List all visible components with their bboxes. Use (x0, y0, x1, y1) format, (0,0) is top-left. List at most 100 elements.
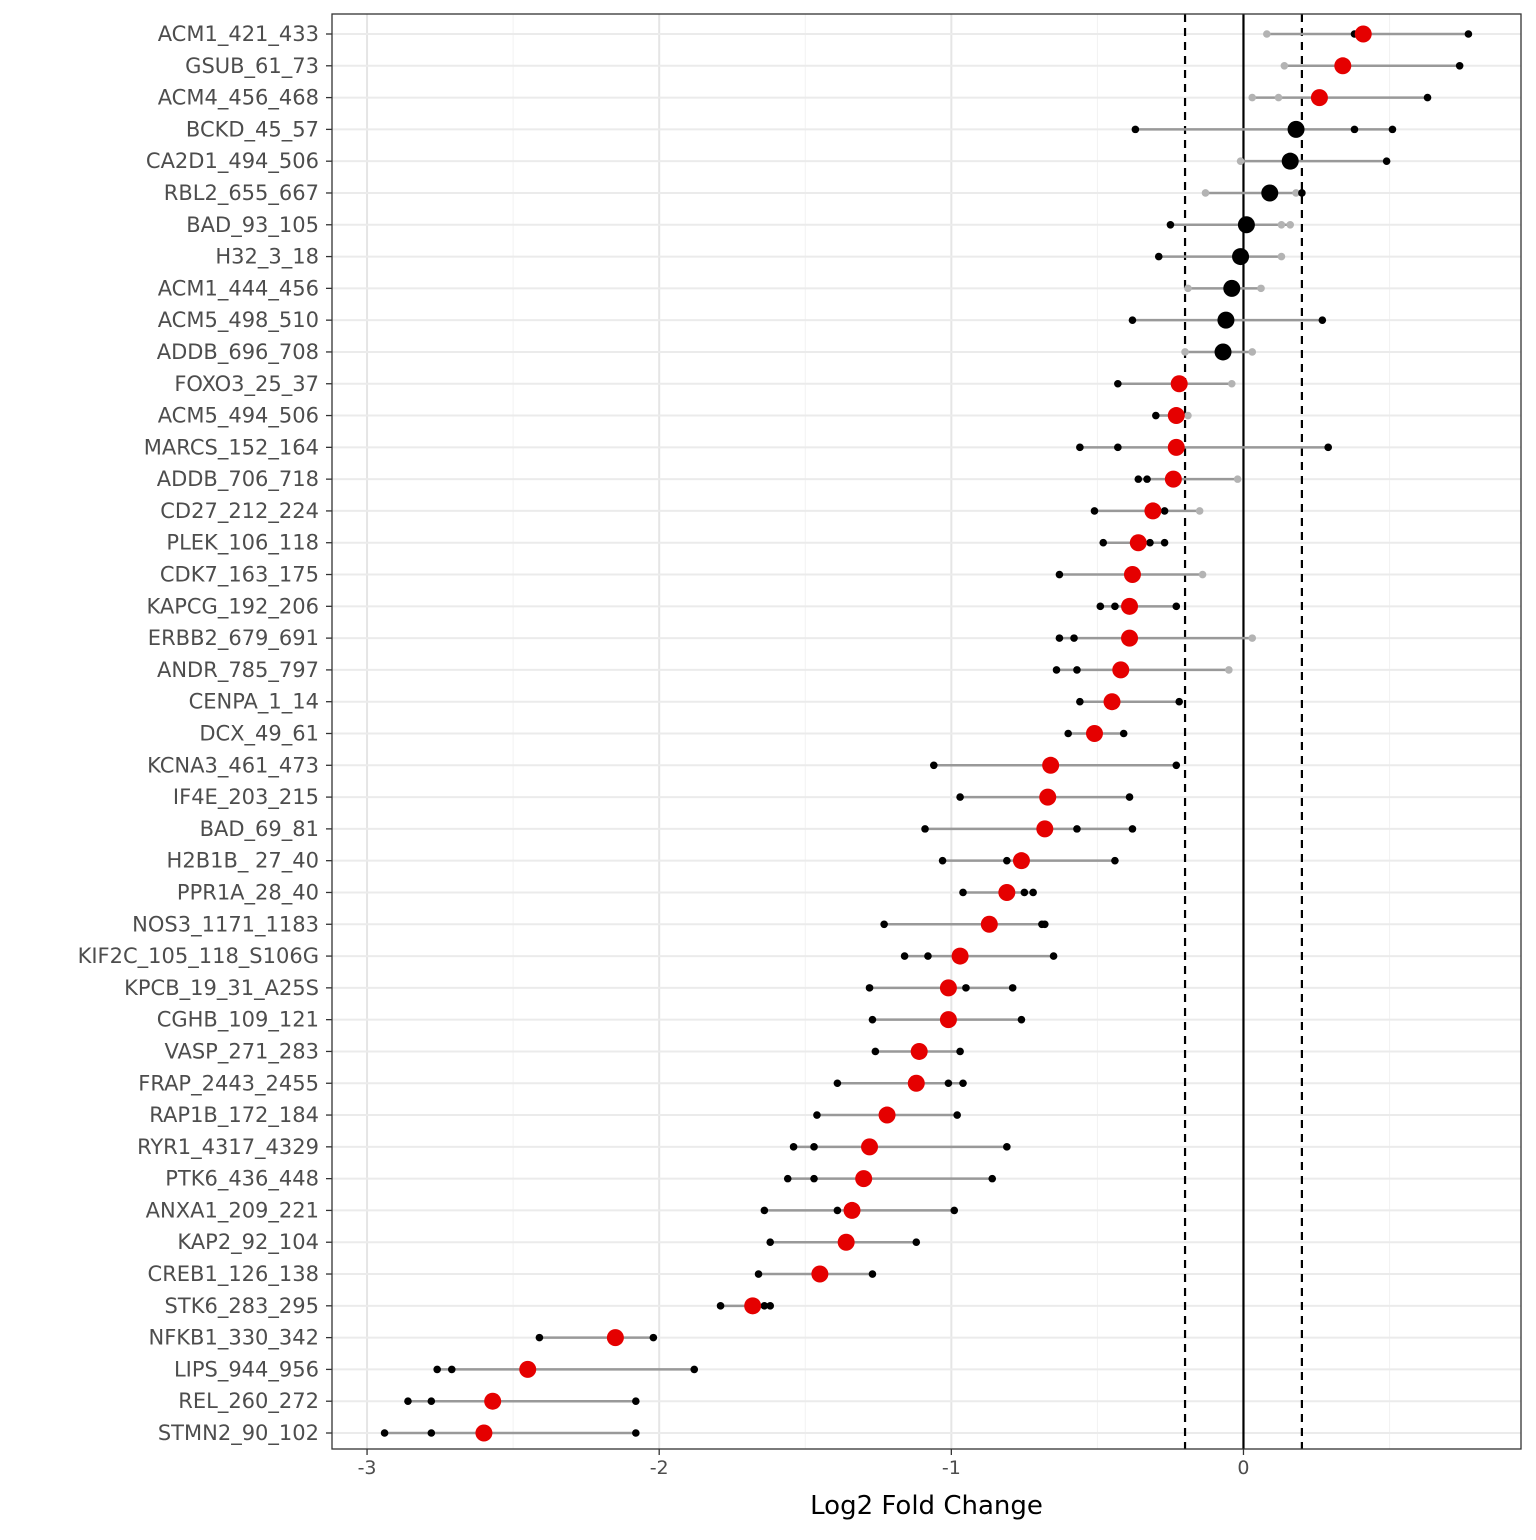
replicate-point (953, 1111, 961, 1119)
replicate-point (868, 1015, 877, 1024)
replicate-point (1003, 856, 1011, 865)
replicate-point (1286, 220, 1295, 229)
replicate-point (1131, 125, 1140, 134)
replicate-point (789, 1143, 798, 1151)
y-tick-label: PTK6_436_448 (165, 1167, 319, 1192)
replicate-point (1184, 411, 1192, 420)
mean-point (1144, 502, 1162, 520)
y-tick-label: ADDB_706_718 (157, 467, 319, 492)
replicate-point (1198, 570, 1207, 579)
replicate-point (649, 1333, 658, 1342)
y-tick-label: NFKB1_330_342 (149, 1326, 320, 1351)
replicate-point (1017, 1015, 1026, 1024)
mean-point (1223, 279, 1241, 297)
replicate-point (632, 1429, 640, 1437)
replicate-point (1128, 825, 1137, 833)
y-tick-label: DCX_49_61 (199, 722, 319, 747)
replicate-point (900, 952, 909, 960)
replicate-point (959, 888, 967, 897)
mean-point (843, 1201, 861, 1219)
mean-point (811, 1265, 829, 1283)
replicate-point (632, 1397, 640, 1406)
replicate-point (1160, 538, 1169, 547)
y-tick-label: CD27_212_224 (160, 499, 319, 524)
mean-point (1123, 566, 1141, 584)
replicate-point (1114, 443, 1122, 452)
mean-point (1012, 852, 1030, 870)
replicate-point (1423, 93, 1432, 102)
y-tick-label: KPCB_19_31_A25S (124, 976, 319, 1001)
mean-point (1039, 788, 1057, 806)
replicate-point (1263, 30, 1271, 38)
mean-point (1281, 152, 1299, 170)
y-tick-label: CDK7_163_175 (160, 563, 319, 588)
y-tick-label: BAD_93_105 (186, 213, 319, 238)
replicate-point (1052, 666, 1061, 674)
replicate-point (1119, 729, 1128, 738)
mean-point (1287, 120, 1305, 138)
replicate-point (912, 1238, 921, 1247)
mean-point (744, 1297, 762, 1315)
mean-point (1164, 470, 1182, 488)
y-tick-label: H32_3_18 (215, 245, 319, 270)
x-tick-label: -3 (358, 1457, 377, 1479)
mean-point (998, 883, 1016, 901)
y-tick-label: KAP2_92_104 (177, 1230, 319, 1255)
replicate-point (1049, 952, 1058, 960)
y-tick-label: REL_260_272 (178, 1389, 319, 1414)
mean-point (484, 1392, 502, 1410)
replicate-point (1225, 666, 1233, 674)
replicate-point (1146, 538, 1154, 547)
replicate-point (1324, 443, 1332, 452)
mean-point (1103, 693, 1121, 711)
mean-point (1310, 89, 1328, 107)
replicate-point (760, 1302, 769, 1310)
y-tick-label: CGHB_109_121 (157, 1008, 319, 1033)
replicate-point (1070, 634, 1078, 642)
replicate-point (1111, 602, 1119, 611)
replicate-point (988, 1174, 997, 1183)
mean-point (1121, 597, 1139, 615)
y-tick-label: ANXA1_209_221 (146, 1198, 319, 1223)
mean-point (855, 1170, 873, 1188)
y-tick-label: VASP_271_283 (164, 1039, 319, 1064)
replicate-point (956, 1047, 964, 1056)
replicate-point (1184, 284, 1192, 293)
replicate-point (1143, 475, 1151, 483)
replicate-point (810, 1143, 818, 1151)
replicate-point (447, 1365, 456, 1374)
replicate-point (1134, 475, 1143, 483)
replicate-point (1055, 570, 1064, 579)
mean-point (951, 947, 969, 965)
replicate-point (1248, 348, 1257, 356)
replicate-point (962, 984, 970, 992)
mean-point (1085, 725, 1103, 742)
y-tick-label: CENPA_1_14 (189, 690, 319, 715)
mean-point (910, 1042, 928, 1060)
y-axis: ACM1_421_433 GSUB_61_73 ACM4_456_468 BCKD_4… (78, 22, 332, 1446)
mean-point (1214, 343, 1232, 361)
mean-point (475, 1424, 493, 1442)
y-tick-label: ADDB_696_708 (157, 340, 319, 365)
mean-point (980, 915, 998, 933)
y-tick-label: ACM5_494_506 (158, 404, 319, 429)
mean-point (1237, 216, 1255, 234)
replicate-point (766, 1238, 775, 1247)
y-tick-label: ANDR_785_797 (157, 658, 319, 683)
y-tick-label: RAP1B_172_184 (149, 1103, 319, 1128)
replicate-point (810, 1174, 818, 1183)
mean-point (939, 979, 957, 997)
replicate-point (1181, 348, 1189, 356)
replicate-point (1160, 507, 1169, 515)
replicate-point (833, 1206, 842, 1215)
replicate-point (1008, 984, 1017, 992)
replicate-point (956, 793, 964, 801)
y-tick-label: FOXO3_25_37 (174, 372, 319, 397)
replicate-point (959, 1079, 967, 1088)
mean-point (606, 1329, 624, 1347)
y-tick-label: ACM1_421_433 (158, 22, 319, 47)
y-tick-label: PLEK_106_118 (166, 531, 319, 556)
replicate-point (938, 856, 947, 865)
mean-point (837, 1233, 855, 1251)
